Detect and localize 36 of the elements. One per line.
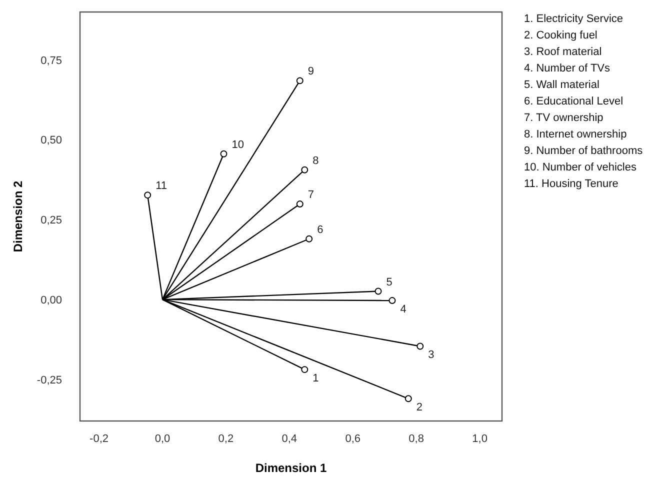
annotation: 7 (308, 189, 314, 202)
annotation: 6 (317, 224, 324, 236)
annotation: 8 (312, 154, 319, 167)
y-tick-label: 0,00 (40, 294, 62, 306)
annotation: 5 (386, 276, 392, 288)
text: 4. Number of TVs (524, 62, 610, 74)
text: 7. TV ownership (524, 112, 604, 124)
y-tick-label: 0,50 (40, 134, 62, 147)
y-axis-title: Dimension 2 (11, 180, 25, 252)
x-tick-label: 1,0 (472, 433, 488, 445)
text: 11. Housing Tenure (524, 178, 618, 190)
x-tick-label: 0,4 (282, 433, 298, 445)
text: 9. Number of bathrooms (524, 144, 644, 157)
annotation: 1 (312, 372, 319, 385)
text: 6. Educational Level (524, 95, 624, 108)
annotation: 9 (308, 66, 314, 78)
text: 5. Wall material (524, 78, 600, 91)
text: 1. Electricity Service (524, 12, 624, 25)
x-tick-label: -0,2 (90, 433, 109, 445)
y-tick-label: -0,25 (36, 374, 62, 386)
text: 2. Cooking fuel (524, 29, 598, 42)
x-tick-label: 0,2 (218, 433, 234, 445)
y-tick-label: 0,75 (40, 54, 62, 67)
x-tick-label: 0,6 (345, 433, 361, 445)
text: 3. Roof material (524, 46, 602, 58)
annotation: 11 (156, 180, 168, 192)
x-tick-label: 0,8 (408, 433, 424, 445)
annotation: 3 (428, 349, 434, 362)
annotation: 2 (416, 402, 423, 414)
x-tick-label: 0,0 (154, 433, 170, 445)
text: 8. Internet ownership (524, 128, 627, 140)
x-axis-title: Dimension 1 (255, 461, 327, 475)
text: 10. Number of vehicles (524, 161, 637, 174)
annotation: 4 (400, 304, 406, 316)
annotation: 10 (232, 138, 244, 151)
y-tick-label: 0,25 (40, 214, 62, 227)
